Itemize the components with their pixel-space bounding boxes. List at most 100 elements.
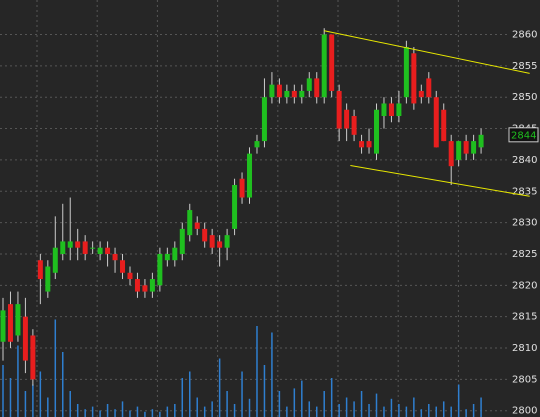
volume-bar [480, 397, 482, 417]
volume-bar [472, 404, 475, 417]
candle-body [441, 109, 447, 142]
volume-bar [368, 404, 370, 417]
volume-bar [286, 406, 288, 417]
candle-body [403, 47, 409, 98]
volume-bar [166, 406, 169, 417]
candle-body [463, 141, 469, 154]
volume-bar [181, 378, 184, 417]
volume-bar [32, 384, 34, 417]
volume-bar [129, 410, 131, 417]
candle-body [37, 260, 43, 280]
volume-bar [84, 409, 86, 417]
candle-body [359, 141, 365, 148]
volume-bar [315, 406, 318, 417]
candle-body [90, 247, 96, 249]
volume-bar [54, 319, 57, 417]
volume-bar [121, 401, 124, 417]
candle-body [291, 90, 297, 98]
volume-bar [211, 401, 213, 417]
volume-bar [24, 391, 27, 417]
candle-body [284, 90, 290, 98]
volume-bar [390, 398, 393, 417]
candle-body [344, 109, 350, 129]
volume-bar [69, 391, 71, 417]
candle-body [105, 247, 111, 254]
candle-body [224, 235, 230, 248]
volume-bar [405, 406, 408, 417]
candle-body [374, 109, 379, 154]
volume-bar [428, 404, 430, 417]
candle-body [202, 228, 208, 242]
volume-bar [345, 397, 348, 417]
candle-body [82, 241, 88, 254]
candle-body [15, 304, 21, 336]
last-price-label: 2844 [511, 130, 536, 141]
y-tick-label: 2840 [512, 155, 537, 166]
y-tick-label: 2815 [512, 312, 537, 323]
volume-bar [338, 404, 340, 417]
volume-bar [159, 411, 161, 417]
candle-body [366, 141, 372, 148]
volume-bar [256, 326, 258, 417]
volume-bar [189, 371, 191, 417]
volume-bar [136, 406, 139, 417]
volume-bar [62, 352, 64, 417]
volume-bar [2, 365, 4, 417]
volume-bar [271, 332, 273, 417]
volume-bar [99, 410, 101, 417]
candle-body [478, 134, 484, 148]
candle-body [112, 253, 118, 261]
volume-bar [353, 401, 355, 417]
volume-bar [413, 397, 415, 417]
last-price-box [508, 127, 539, 143]
candle-body [321, 34, 327, 98]
candle-body [381, 103, 387, 117]
candle-body [261, 97, 267, 142]
volume-bar [278, 391, 281, 417]
candle-body [120, 260, 126, 273]
candle-body [209, 235, 215, 248]
candle-body [329, 34, 335, 91]
candle-body [149, 279, 155, 292]
volume-bar [114, 409, 116, 417]
candle-body [351, 116, 357, 135]
candle-body [254, 141, 260, 148]
volume-bar [375, 393, 378, 417]
candle-body [142, 285, 148, 292]
volume-bar [465, 409, 467, 417]
y-tick-label: 2800 [512, 406, 537, 417]
volume-bar [293, 388, 296, 417]
y-tick-label: 2860 [512, 29, 537, 40]
volume-bar [233, 404, 236, 417]
candle-body [22, 316, 28, 361]
candle-body [127, 272, 133, 280]
candle-body [396, 103, 402, 117]
volume-bar [151, 409, 154, 417]
volume-bar [383, 406, 385, 417]
candle-body [336, 90, 342, 129]
candle-body [471, 141, 477, 154]
volume-bar [330, 378, 333, 417]
candle-body [418, 90, 424, 98]
volume-bar [196, 397, 198, 417]
y-tick-label: 2855 [512, 61, 537, 72]
volume-bar [144, 411, 146, 417]
candle-body [448, 141, 454, 167]
candle-body [52, 247, 58, 273]
candle-body [187, 210, 193, 236]
volume-bar [308, 401, 311, 417]
candle-body [172, 247, 178, 261]
candle-body [179, 228, 185, 254]
volume-bar [450, 406, 452, 417]
volume-bar [263, 365, 266, 417]
y-tick-label: 2805 [512, 374, 537, 385]
volume-bar [218, 358, 221, 417]
volume-bar [420, 409, 423, 417]
y-tick-label: 2850 [512, 92, 537, 103]
candle-body [67, 241, 73, 248]
volume-bar [398, 404, 400, 417]
volume-bar [17, 345, 19, 417]
candle-body [232, 184, 238, 229]
